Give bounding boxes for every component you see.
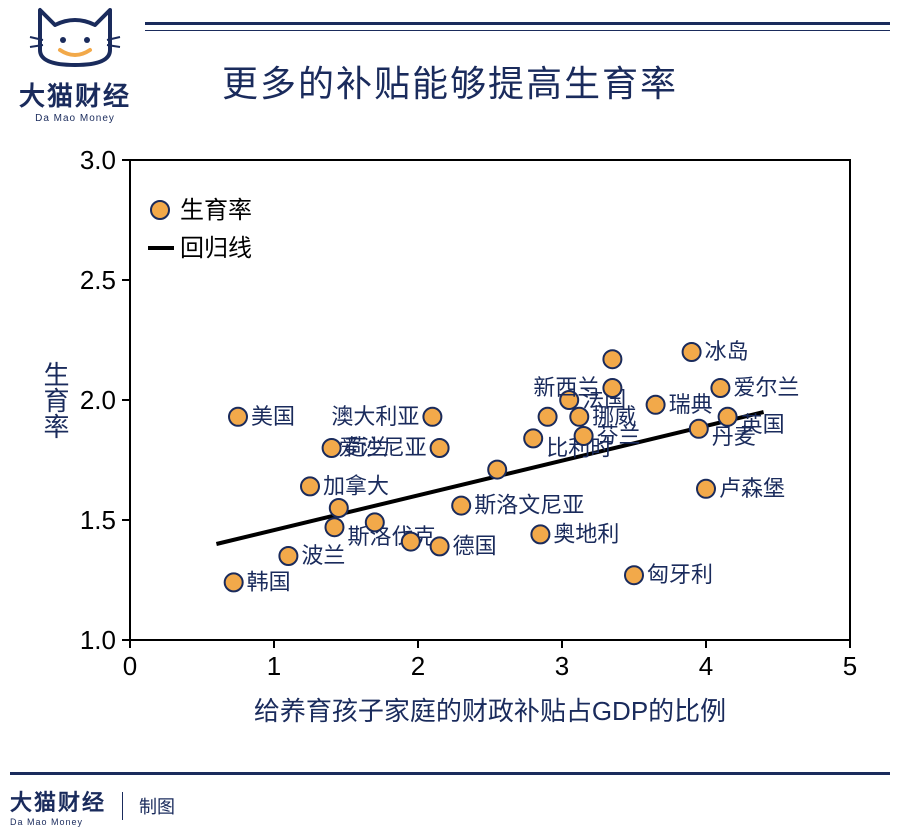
point-label: 冰岛 — [705, 339, 749, 364]
data-point — [683, 343, 701, 361]
x-tick-label: 5 — [843, 651, 857, 681]
x-tick-label: 3 — [555, 651, 569, 681]
brand-name-en: Da Mao Money — [10, 113, 140, 124]
x-tick-label: 2 — [411, 651, 425, 681]
data-point — [279, 547, 297, 565]
data-point — [452, 497, 470, 515]
data-point — [325, 518, 343, 536]
legend-marker-label: 生育率 — [180, 197, 252, 224]
point-label: 韩国 — [247, 569, 291, 594]
header-rule-thick — [145, 22, 890, 25]
data-point — [603, 379, 621, 397]
data-point — [431, 439, 449, 457]
data-point — [431, 537, 449, 555]
data-point — [539, 408, 557, 426]
plot-area — [130, 160, 850, 640]
point-label: 新西兰 — [533, 375, 599, 400]
point-label: 德国 — [453, 533, 497, 558]
header-rule-thin — [145, 30, 890, 31]
point-label: 斯洛伐克 — [347, 524, 435, 549]
footer: 大猫财经 Da Mao Money 制图 — [10, 785, 175, 827]
footer-brand-en: Da Mao Money — [10, 817, 106, 827]
y-axis-label: 生育率 — [40, 361, 70, 439]
point-label: 卢森堡 — [719, 476, 785, 501]
data-point — [690, 420, 708, 438]
data-point — [575, 427, 593, 445]
point-label: 斯洛文尼亚 — [474, 493, 584, 518]
data-point — [625, 566, 643, 584]
data-point — [524, 429, 542, 447]
data-point — [229, 408, 247, 426]
y-tick-label: 2.5 — [80, 265, 116, 295]
footer-separator — [122, 792, 123, 820]
footer-label: 制图 — [139, 793, 175, 819]
point-label: 爱尔兰 — [733, 375, 799, 400]
data-point — [603, 350, 621, 368]
point-label: 波兰 — [301, 543, 345, 568]
data-point — [366, 513, 384, 531]
data-point — [697, 480, 715, 498]
data-point — [330, 499, 348, 517]
y-tick-label: 1.5 — [80, 505, 116, 535]
data-point — [402, 533, 420, 551]
y-tick-label: 1.0 — [80, 625, 116, 655]
y-tick-label: 3.0 — [80, 145, 116, 175]
data-point — [570, 408, 588, 426]
data-point — [488, 461, 506, 479]
data-point — [225, 573, 243, 591]
x-tick-label: 0 — [123, 651, 137, 681]
data-point — [531, 525, 549, 543]
point-label: 爱沙尼亚 — [339, 435, 427, 460]
scatter-chart: 0 1 2 3 4 5 1.0 1.5 2.0 2.5 3.0 给养育孩子家庭的财政补贴占GDP的比例… — [30, 140, 870, 730]
data-point — [423, 408, 441, 426]
legend-marker-icon — [151, 201, 169, 219]
point-label: 芬兰 — [597, 423, 641, 448]
legend-line-label: 回归线 — [180, 235, 252, 262]
point-label: 匈牙利 — [647, 562, 713, 587]
point-label: 加拿大 — [323, 473, 389, 498]
point-label: 澳大利亚 — [331, 404, 419, 429]
footer-rule — [10, 772, 890, 775]
x-tick-label: 1 — [267, 651, 281, 681]
data-point — [301, 477, 319, 495]
footer-logo: 大猫财经 Da Mao Money — [10, 785, 106, 827]
page: 大猫财经 Da Mao Money 更多的补贴能够提高生育率 0 1 2 3 4 5 1.0… — [0, 0, 900, 835]
chart-title: 更多的补贴能够提高生育率 — [0, 55, 900, 107]
y-tick-label: 2.0 — [80, 385, 116, 415]
point-label: 奥地利 — [553, 521, 619, 546]
x-axis-label: 给养育孩子家庭的财政补贴占GDP的比例 — [254, 696, 726, 726]
point-label: 瑞典 — [669, 392, 713, 417]
x-tick-label: 4 — [699, 651, 713, 681]
data-point — [719, 408, 737, 426]
data-point — [711, 379, 729, 397]
point-label: 英国 — [741, 412, 785, 437]
footer-brand-cn: 大猫财经 — [10, 785, 106, 817]
data-point — [647, 396, 665, 414]
point-label: 美国 — [251, 404, 295, 429]
